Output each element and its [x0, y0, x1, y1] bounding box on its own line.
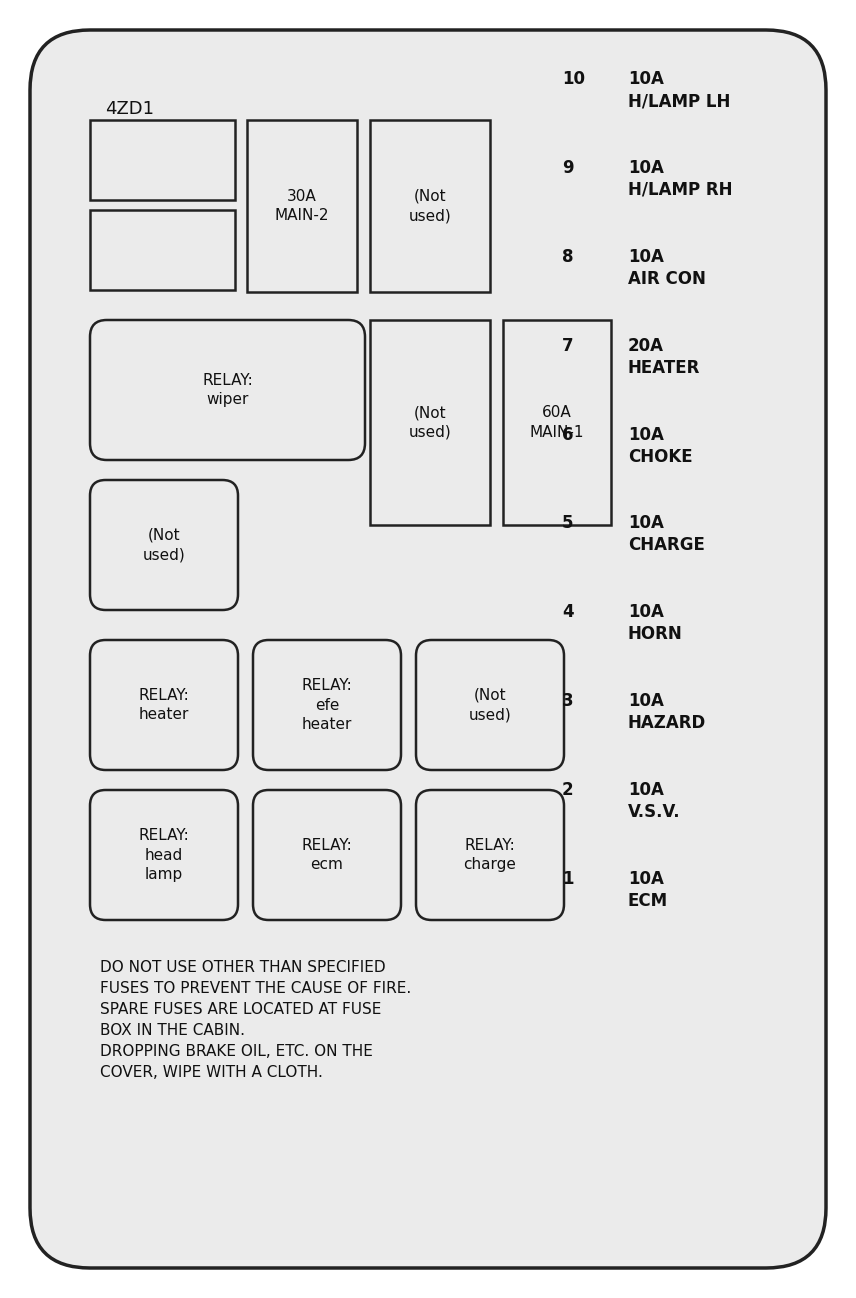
Text: ECM: ECM	[628, 892, 669, 910]
FancyBboxPatch shape	[90, 640, 238, 770]
Text: RELAY:
ecm: RELAY: ecm	[301, 839, 353, 872]
FancyBboxPatch shape	[253, 640, 401, 770]
Text: 10A: 10A	[628, 70, 664, 88]
Text: H/LAMP RH: H/LAMP RH	[628, 180, 733, 199]
Text: 1: 1	[562, 870, 574, 888]
FancyBboxPatch shape	[416, 790, 564, 920]
Text: (Not
used): (Not used)	[408, 190, 451, 223]
Text: 10: 10	[562, 70, 585, 88]
Text: HEATER: HEATER	[628, 358, 700, 376]
Text: 4: 4	[562, 604, 574, 622]
FancyBboxPatch shape	[416, 640, 564, 770]
Text: CHOKE: CHOKE	[628, 448, 693, 466]
Text: 10A: 10A	[628, 781, 664, 800]
FancyBboxPatch shape	[90, 321, 365, 459]
Text: RELAY:
head
lamp: RELAY: head lamp	[139, 828, 189, 881]
Text: 8: 8	[562, 248, 574, 266]
FancyBboxPatch shape	[503, 321, 611, 524]
FancyBboxPatch shape	[370, 119, 490, 292]
Text: RELAY:
charge: RELAY: charge	[464, 839, 516, 872]
Text: 5: 5	[562, 514, 574, 532]
Text: 2: 2	[562, 781, 574, 800]
Text: HAZARD: HAZARD	[628, 714, 706, 732]
Text: RELAY:
heater: RELAY: heater	[139, 688, 189, 722]
Text: 10A: 10A	[628, 514, 664, 532]
FancyBboxPatch shape	[90, 790, 238, 920]
Text: 4ZD1: 4ZD1	[105, 100, 154, 118]
Text: DO NOT USE OTHER THAN SPECIFIED
FUSES TO PREVENT THE CAUSE OF FIRE.
SPARE FUSES : DO NOT USE OTHER THAN SPECIFIED FUSES TO…	[100, 961, 411, 1080]
Text: 60A
MAIN-1: 60A MAIN-1	[530, 405, 585, 440]
Text: 20A: 20A	[628, 336, 664, 354]
Text: 10A: 10A	[628, 870, 664, 888]
FancyBboxPatch shape	[253, 790, 401, 920]
FancyBboxPatch shape	[30, 30, 826, 1268]
Text: 10A: 10A	[628, 248, 664, 266]
Text: CHARGE: CHARGE	[628, 536, 704, 554]
Text: HORN: HORN	[628, 626, 683, 644]
FancyBboxPatch shape	[90, 210, 235, 289]
Text: 9: 9	[562, 158, 574, 177]
FancyBboxPatch shape	[90, 480, 238, 610]
Text: RELAY:
wiper: RELAY: wiper	[202, 373, 253, 408]
Text: 7: 7	[562, 336, 574, 354]
Text: 30A
MAIN-2: 30A MAIN-2	[275, 190, 330, 223]
Text: 10A: 10A	[628, 158, 664, 177]
FancyBboxPatch shape	[90, 119, 235, 200]
Text: V.S.V.: V.S.V.	[628, 803, 681, 822]
Text: (Not
used): (Not used)	[143, 528, 186, 562]
Text: 10A: 10A	[628, 426, 664, 444]
Text: 3: 3	[562, 692, 574, 710]
Text: 6: 6	[562, 426, 574, 444]
FancyBboxPatch shape	[247, 119, 357, 292]
Text: (Not
used): (Not used)	[468, 688, 511, 722]
Text: RELAY:
efe
heater: RELAY: efe heater	[301, 679, 353, 732]
Text: 10A: 10A	[628, 604, 664, 622]
Text: 10A: 10A	[628, 692, 664, 710]
Text: H/LAMP LH: H/LAMP LH	[628, 92, 730, 110]
Text: AIR CON: AIR CON	[628, 270, 706, 288]
Text: (Not
used): (Not used)	[408, 405, 451, 440]
FancyBboxPatch shape	[370, 321, 490, 524]
